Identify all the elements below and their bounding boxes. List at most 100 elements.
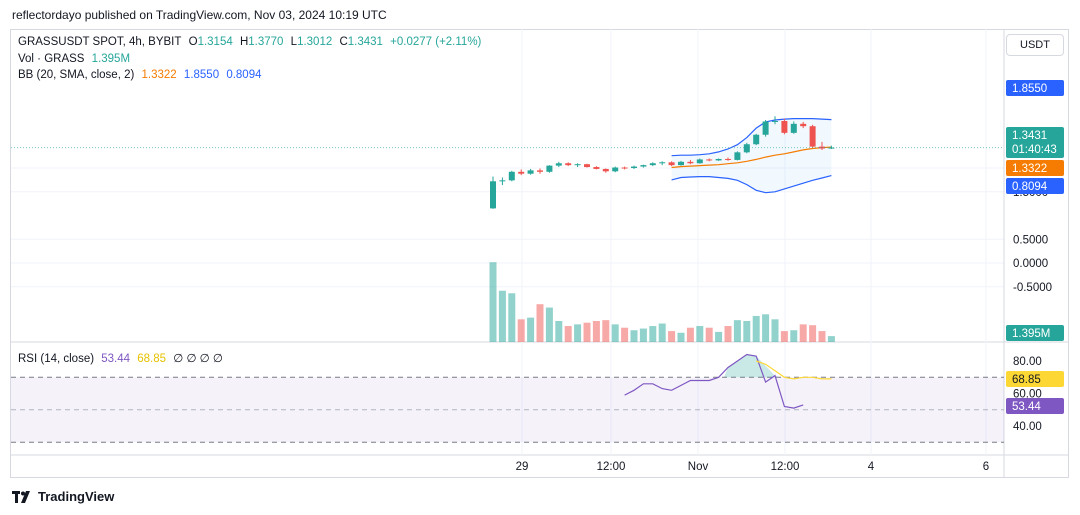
candle-body <box>687 161 694 164</box>
main-legend: GRASSUSDT SPOT, 4h, BYBIT O1.3154 H1.377… <box>18 36 485 48</box>
candle-body <box>602 168 609 172</box>
last-price-label: 1.3431 <box>1012 130 1047 142</box>
volume-bar <box>743 321 751 342</box>
bb-lower-value: 0.8094 <box>226 69 262 81</box>
upper-band-price-label: 1.8550 <box>1012 83 1047 95</box>
rsi-tick-label: 80.00 <box>1013 356 1042 368</box>
time-tick-label: Nov <box>688 461 709 473</box>
low-label: L <box>290 36 298 48</box>
volume-bar <box>545 307 553 342</box>
volume-bar <box>715 331 723 342</box>
volume-bar <box>498 290 506 342</box>
rsi-ma-value: 68.85 <box>137 353 167 365</box>
volume-bar <box>696 326 704 342</box>
volume-bar <box>611 324 619 342</box>
rsi-price-label: 53.44 <box>1012 401 1041 413</box>
candle-body <box>809 126 816 147</box>
volume-bar <box>658 323 666 342</box>
high-label: H <box>239 36 249 48</box>
candle-body <box>659 162 666 164</box>
candle-body <box>508 171 515 181</box>
volume-bar <box>574 324 582 342</box>
volume-bar <box>527 317 535 342</box>
rsi-legend: RSI (14, close) 53.44 68.85 ∅ ∅ ∅ ∅ <box>18 351 227 365</box>
volume-bar <box>602 320 610 342</box>
volume-label: Vol · GRASS <box>18 53 85 65</box>
bb-upper-value: 1.8550 <box>183 69 220 81</box>
candle-body <box>715 158 722 161</box>
change-value: +0.0277 (+2.11%) <box>390 36 482 48</box>
volume-bar <box>536 304 544 342</box>
price-tick-label: 0.5000 <box>1013 234 1048 246</box>
volume-bar <box>677 332 685 342</box>
candle-body <box>781 120 788 133</box>
rsi-price-label-bg <box>1006 398 1064 414</box>
lower-band-price-label: 0.8094 <box>1012 181 1048 193</box>
time-tick-label: 12:00 <box>771 461 800 473</box>
footer-brand[interactable]: TradingView <box>12 489 114 504</box>
bb-label: BB (20, SMA, close, 2) <box>18 69 135 81</box>
volume-bar <box>508 293 516 342</box>
volume-bar <box>639 328 647 342</box>
candle-body <box>706 159 713 161</box>
bb-basis-line <box>671 146 832 169</box>
volume-price-label: 1.395M <box>1012 328 1050 340</box>
volume-bar <box>827 336 835 342</box>
bb-basis-value: 1.3322 <box>141 69 177 81</box>
candle-body <box>546 165 553 172</box>
candle-body <box>518 171 525 174</box>
candle-body <box>790 123 797 133</box>
candle-body <box>649 163 656 166</box>
volume-bar <box>668 331 676 342</box>
candle-body <box>762 121 769 135</box>
volume-bar <box>818 331 826 342</box>
last-price-label-bg <box>1006 127 1064 158</box>
volume-price-label-bg <box>1006 325 1064 341</box>
price-tick-label: 0.0000 <box>1013 258 1048 270</box>
volume-bar <box>790 330 798 342</box>
bb-lower-line <box>671 175 832 194</box>
candle-body <box>734 152 741 160</box>
candle-body <box>631 166 637 168</box>
currency-button[interactable]: USDT <box>1006 34 1064 56</box>
candle-body <box>621 167 628 169</box>
time-tick-label: 6 <box>983 461 989 473</box>
brand-name: TradingView <box>38 489 115 504</box>
volume-bar <box>771 319 779 342</box>
bb-upper-line <box>671 117 832 157</box>
low-value: 1.3012 <box>297 36 333 48</box>
volume-bar <box>592 321 600 342</box>
price-tick-label: -0.5000 <box>1013 282 1052 294</box>
volume-bar <box>752 315 760 342</box>
time-tick-label: 4 <box>868 461 875 473</box>
rsi-overbought-fill <box>724 354 779 378</box>
symbol-title: GRASSUSDT SPOT, 4h, BYBIT <box>18 36 182 48</box>
volume-bar <box>799 324 807 342</box>
volume-bar <box>630 330 638 342</box>
rsi-ma-price-label-bg <box>1006 371 1064 387</box>
candle-body <box>678 161 684 166</box>
rsi-extra-values: ∅ ∅ ∅ ∅ <box>173 353 223 365</box>
basis-price-label: 1.3322 <box>1012 163 1047 175</box>
volume-bar <box>733 320 741 342</box>
volume-legend: Vol · GRASS 1.395M <box>18 53 134 65</box>
rsi-line <box>624 353 804 409</box>
candle-body <box>668 162 675 166</box>
close-label: C <box>339 36 348 48</box>
candle-body <box>828 147 835 149</box>
volume-bar <box>489 262 497 342</box>
candle-body <box>743 144 750 153</box>
volume-bar <box>724 326 732 342</box>
candle-body <box>612 167 619 172</box>
candle-body <box>490 181 496 209</box>
rsi-value: 53.44 <box>101 353 131 365</box>
candle-body <box>772 120 778 122</box>
basis-price-label-bg <box>1006 160 1064 176</box>
time-tick-label: 29 <box>516 461 529 473</box>
chart-frame <box>10 29 1069 478</box>
candle-body <box>696 159 703 164</box>
candle-body <box>565 163 572 166</box>
volume-value: 1.395M <box>91 53 131 65</box>
candle-body <box>574 164 581 166</box>
